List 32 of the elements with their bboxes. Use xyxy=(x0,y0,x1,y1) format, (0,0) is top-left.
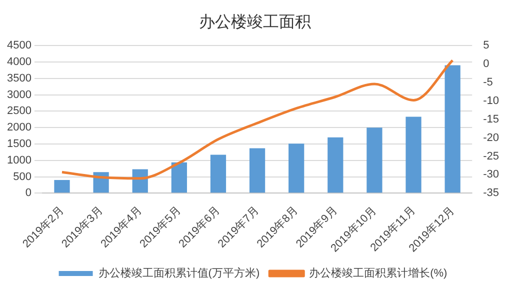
chart-title: 办公楼竣工面积 xyxy=(198,12,312,33)
y-tick-label: 0 xyxy=(25,187,32,200)
y-tick-label: 2500 xyxy=(6,105,32,118)
bar xyxy=(328,137,344,193)
y-tick-label: 4000 xyxy=(6,56,32,68)
y2-tick-label: -25 xyxy=(483,150,500,162)
bar xyxy=(288,144,304,193)
bar xyxy=(249,148,266,193)
bar xyxy=(444,65,460,193)
y-tick-label: 1000 xyxy=(6,154,32,166)
bar xyxy=(406,116,422,193)
bar xyxy=(54,180,70,193)
y2-tick-label: -10 xyxy=(483,94,500,107)
y2-tick-label: -35 xyxy=(483,187,500,200)
legend-label: 办公楼竣工面积累计增长(%) xyxy=(309,266,448,280)
line-series xyxy=(60,59,454,180)
y-tick-label: 1500 xyxy=(6,138,32,150)
y2-tick-label: 5 xyxy=(483,40,490,52)
y2-tick-label: 0 xyxy=(483,58,490,70)
y2-tick-label: -20 xyxy=(483,132,500,144)
y2-tick-label: -5 xyxy=(483,76,493,89)
bar xyxy=(366,128,382,193)
y-tick-label: 2000 xyxy=(6,122,32,134)
bar xyxy=(210,154,226,193)
bar xyxy=(171,162,187,193)
y-tick-label: 3500 xyxy=(6,72,32,84)
legend-label: 办公楼竣工面积累计值(万平方米) xyxy=(98,266,260,280)
y-tick-label: 3000 xyxy=(6,88,32,101)
y-tick-label: 4500 xyxy=(6,40,32,52)
y2-tick-label: -15 xyxy=(483,113,500,126)
y-tick-label: 500 xyxy=(13,170,32,183)
y2-tick-label: -30 xyxy=(483,168,500,181)
